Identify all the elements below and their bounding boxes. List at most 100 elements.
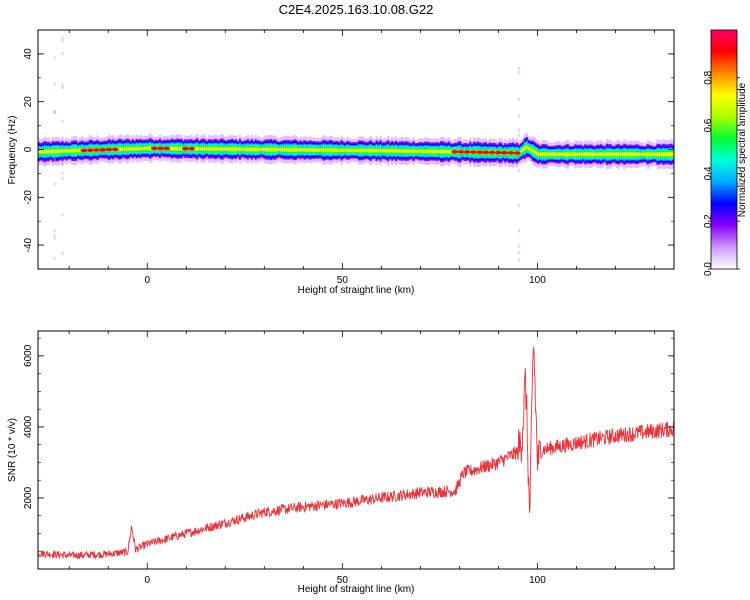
spectrogram-outlier <box>61 52 64 56</box>
spectrogram-cell <box>174 147 177 150</box>
spectrogram-outlier <box>61 83 64 87</box>
spectrogram-cell <box>149 146 152 150</box>
spectrogram-cell <box>578 153 581 156</box>
spectrogram-cell <box>117 147 121 151</box>
spectrogram-cell <box>43 150 47 154</box>
spectrogram-cell <box>588 153 591 156</box>
spectrogram-cell <box>668 152 671 156</box>
spectrogram-cell <box>416 150 419 153</box>
spectrogram-cell <box>125 147 129 151</box>
spectrogram-hot-cell <box>513 151 521 155</box>
spectrogram-cell <box>205 147 209 150</box>
spectrogram-cell <box>640 153 644 156</box>
spectrogram-cell <box>221 147 224 151</box>
spectrogram-cell <box>435 150 439 153</box>
spectrogram-cell <box>313 148 316 152</box>
spectrogram-cell <box>73 149 76 153</box>
spectrogram-hot-cell <box>188 146 196 151</box>
spectrogram-hot-cell <box>93 148 100 152</box>
spectrogram-cell <box>207 147 211 151</box>
spectrogram-cell <box>209 147 213 151</box>
spectrogram-cell <box>609 152 612 156</box>
colorbar-ticks: 0.0 0.2 0.4 0.6 0.8 <box>703 70 740 276</box>
spectrogram-cell <box>402 149 406 153</box>
spectrogram-outlier <box>61 163 64 167</box>
spectrogram-cell <box>281 148 285 151</box>
spectrogram-cell <box>519 150 523 153</box>
spectrogram-xlabel: Height of straight line (km) <box>298 285 415 296</box>
spectrogram-cell <box>562 153 566 156</box>
spectrogram-outlier <box>53 182 56 186</box>
snr-xtick-label: 0 <box>144 575 150 586</box>
spectrogram-panel: 0 50 100 40 20 0 -20 -40 Height of straight lin… <box>7 29 675 296</box>
spectrogram-cell <box>627 153 630 156</box>
spectrogram-cell <box>359 149 363 152</box>
spectrogram-cell <box>408 150 412 153</box>
spectrogram-outlier <box>517 258 520 262</box>
snr-plot-area <box>38 331 674 569</box>
spectrogram-cell <box>283 148 287 151</box>
spectrogram-cell <box>560 153 564 156</box>
spectrogram-cell <box>633 153 636 156</box>
spectrogram-cell <box>49 150 53 153</box>
spectrogram-cell <box>625 153 628 156</box>
spectrogram-cell <box>172 147 175 150</box>
spectrogram-cell <box>369 149 373 152</box>
spectrogram-cell <box>613 153 616 156</box>
spectrogram-outlier <box>53 233 56 237</box>
spectrogram-cell <box>320 148 324 152</box>
spectrogram-cell <box>617 152 620 156</box>
spectrogram-cell <box>225 148 228 151</box>
spectrogram-cell <box>648 153 651 156</box>
spectrogram-cell <box>279 148 283 151</box>
spectrogram-cell <box>541 152 544 156</box>
snr-ylabel: SNR (10 * v/v) <box>7 418 18 482</box>
spectrogram-cell <box>387 149 390 153</box>
spectrogram-cell <box>666 153 669 156</box>
spectrogram-cell <box>47 150 51 153</box>
spectrogram-cell <box>525 145 529 149</box>
spectrogram-cell <box>389 149 392 152</box>
spectrogram-cell <box>145 147 148 150</box>
spectrogram-hot-cell <box>86 148 94 153</box>
spectrogram-hot-cell <box>163 146 171 151</box>
spectrogram-cell <box>572 153 575 156</box>
spectrogram-cell <box>636 153 640 156</box>
spectrogram-cell <box>642 153 646 156</box>
spectrogram-cell <box>670 152 673 156</box>
spectrogram-outlier <box>61 171 64 175</box>
spectrogram-cell <box>235 147 238 151</box>
snr-xtick-label: 50 <box>337 575 349 586</box>
snr-ticks: 0 50 100 2000 4000 6000 <box>23 331 674 586</box>
spectrogram-cell <box>215 147 218 151</box>
spectrogram-cell <box>246 148 250 151</box>
spectrogram-ticks: 0 50 100 40 20 0 -20 -40 <box>23 29 674 286</box>
colorbar-label: Normalized spectral amplitude <box>737 82 748 217</box>
spectrogram-cell <box>623 152 626 156</box>
spectrogram-hot-cell <box>470 150 477 154</box>
spectrogram-cell <box>551 153 554 156</box>
spectrogram-cell <box>664 152 667 156</box>
spectrogram-cell <box>227 147 230 151</box>
spectrogram-cell <box>646 152 650 156</box>
spectrogram-cell <box>311 148 314 152</box>
spectrogram-cell <box>375 149 378 152</box>
spectrogram-hot-cell <box>488 150 496 155</box>
spectrogram-cell <box>276 148 279 151</box>
spectrogram-cell <box>248 148 252 151</box>
spectrogram-cell <box>352 149 355 152</box>
spectrogram-cell <box>672 153 674 156</box>
snr-panel: 0 50 100 2000 4000 6000 Height of straight li… <box>7 330 675 595</box>
spectrogram-cell <box>299 148 302 152</box>
spectrogram-cell <box>338 149 341 152</box>
spectrogram-cell <box>395 149 398 153</box>
spectrogram-cell <box>272 148 275 151</box>
spectrogram-hot-cell <box>463 150 471 154</box>
spectrogram-cell <box>287 148 291 151</box>
spectrogram-cell <box>326 148 330 152</box>
spectrogram-cell <box>638 153 642 156</box>
spectrogram-xtick-label: 100 <box>529 275 546 286</box>
spectrogram-outlier <box>61 213 64 217</box>
spectrogram-cell <box>342 149 345 152</box>
